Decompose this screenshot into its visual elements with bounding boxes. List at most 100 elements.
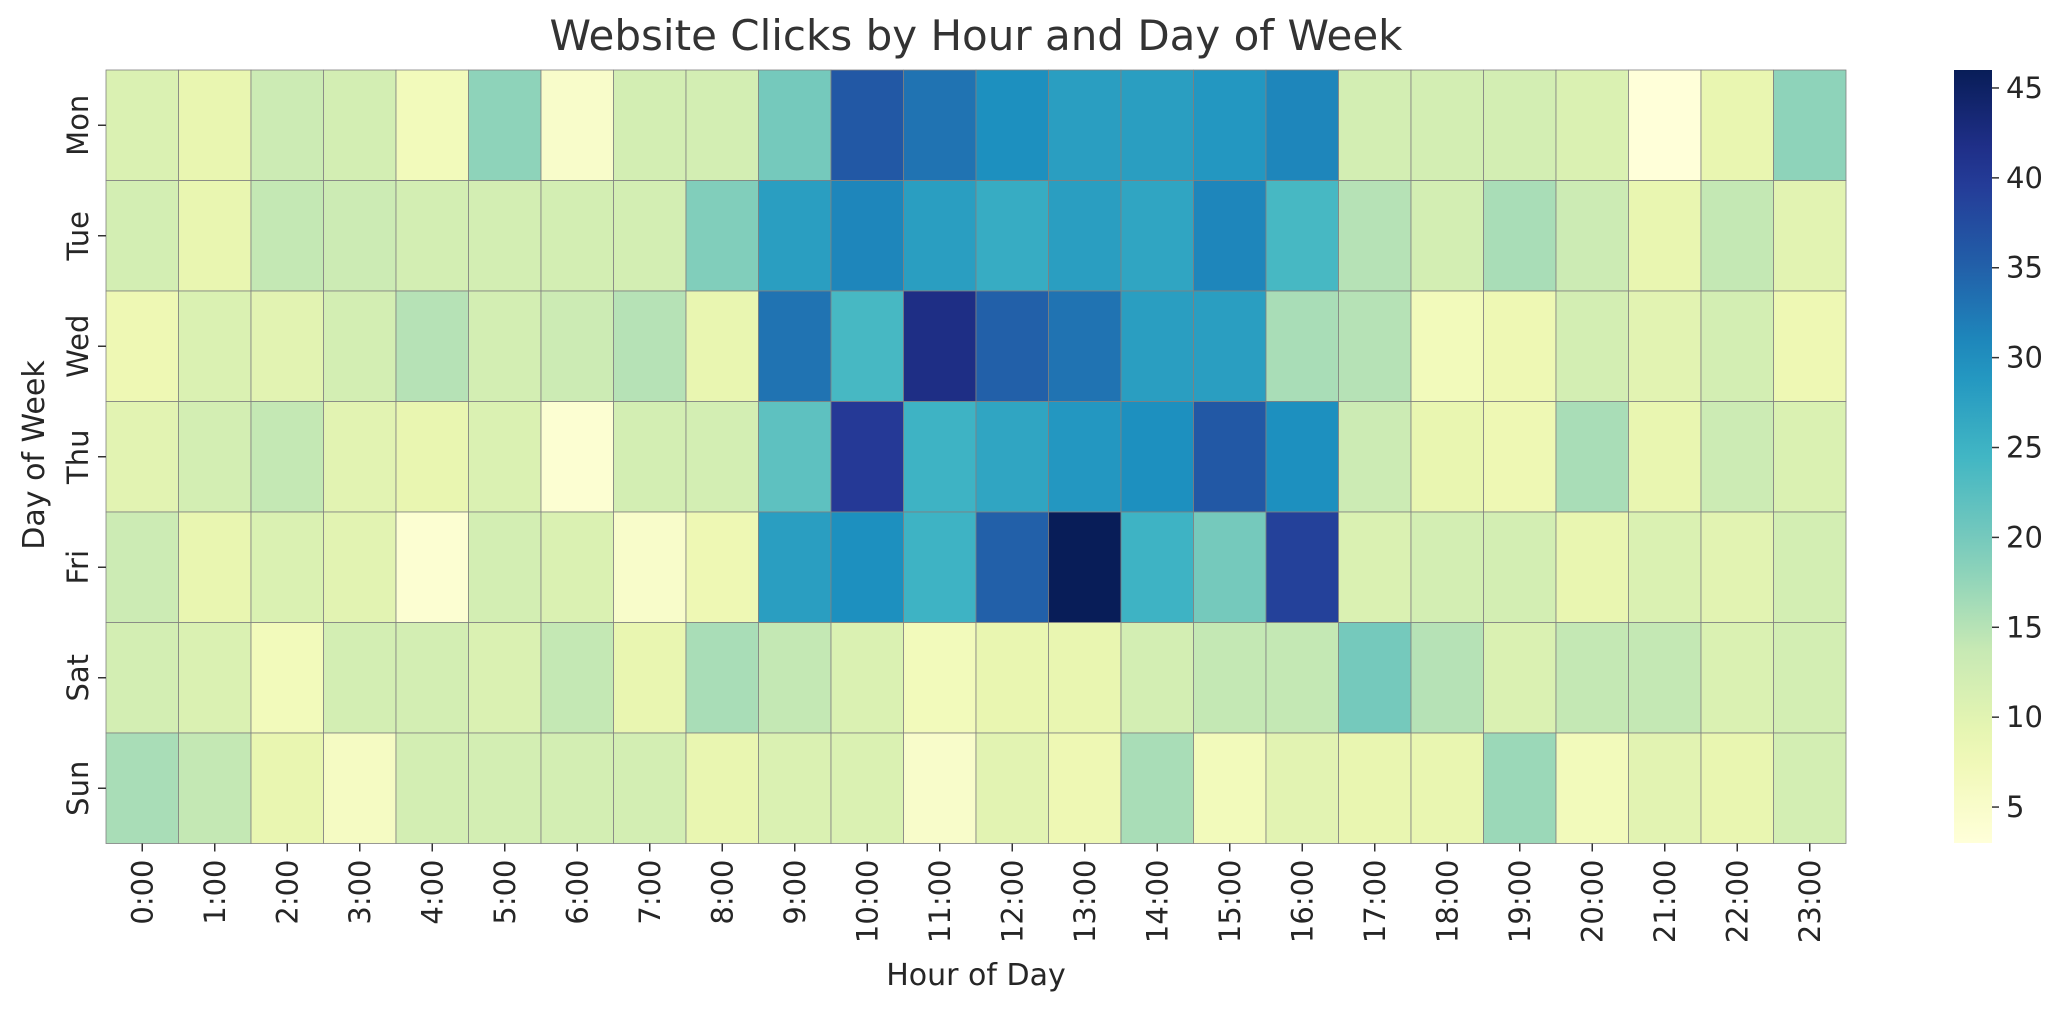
heatmap-cell: [613, 732, 687, 844]
heatmap-cell: [468, 180, 542, 292]
heatmap-cell: [1700, 732, 1774, 844]
colorbar-tick-label: 45: [2006, 71, 2043, 105]
heatmap-cell: [540, 180, 614, 292]
heatmap-cell: [1410, 732, 1484, 844]
heatmap-cell: [1048, 69, 1122, 181]
heatmap-cell: [613, 511, 687, 623]
x-axis-label: Hour of Day: [886, 958, 1066, 993]
heatmap-cell: [1120, 180, 1194, 292]
heatmap-cell: [1410, 511, 1484, 623]
heatmap-cell: [323, 511, 397, 623]
heatmap-cell: [758, 622, 832, 734]
heatmap-cell: [830, 511, 904, 623]
heatmap-cell: [1700, 511, 1774, 623]
heatmap-cell: [1700, 622, 1774, 734]
heatmap-cell: [1193, 69, 1267, 181]
heatmap-cell: [250, 290, 324, 402]
heatmap-cell: [250, 622, 324, 734]
heatmap-cell: [1193, 511, 1267, 623]
y-tick-label: Thu: [61, 430, 95, 485]
heatmap-cell: [468, 401, 542, 513]
heatmap-cell: [685, 511, 759, 623]
x-tick-label: 21:00: [1648, 860, 1682, 944]
y-tick-label: Tue: [61, 211, 95, 262]
heatmap-cell: [540, 401, 614, 513]
heatmap-cell: [1265, 290, 1339, 402]
heatmap-cell: [1773, 180, 1847, 292]
x-tick-label: 12:00: [995, 860, 1029, 944]
heatmap-cell: [1048, 401, 1122, 513]
colorbar-tick-label: 30: [2006, 341, 2043, 375]
heatmap-cell: [250, 732, 324, 844]
heatmap-cell: [1628, 511, 1702, 623]
heatmap-cell: [685, 732, 759, 844]
heatmap-cell: [1773, 511, 1847, 623]
heatmap-cell: [1410, 401, 1484, 513]
heatmap-cell: [1265, 732, 1339, 844]
x-tick-label: 5:00: [488, 860, 522, 925]
heatmap-cell: [468, 511, 542, 623]
heatmap-cell: [903, 69, 977, 181]
heatmap-cell: [1555, 290, 1629, 402]
heatmap-cell: [1410, 622, 1484, 734]
heatmap-cell: [1410, 180, 1484, 292]
heatmap-cell: [975, 180, 1049, 292]
heatmap-cell: [1265, 511, 1339, 623]
colorbar-tick-label: 35: [2006, 251, 2043, 285]
heatmap-cell: [1338, 622, 1412, 734]
heatmap-cell: [1700, 180, 1774, 292]
heatmap-cell: [1048, 622, 1122, 734]
heatmap-cell: [1193, 622, 1267, 734]
chart-title: Website Clicks by Hour and Day of Week: [549, 11, 1403, 60]
x-tick-label: 0:00: [125, 860, 159, 925]
heatmap-cell: [685, 69, 759, 181]
heatmap-cell: [1483, 622, 1557, 734]
colorbar-tick-label: 15: [2006, 610, 2043, 644]
heatmap-cell: [540, 511, 614, 623]
heatmap-cell: [758, 511, 832, 623]
heatmap-cell: [323, 69, 397, 181]
heatmap-cell: [178, 511, 252, 623]
heatmap-cell: [1048, 732, 1122, 844]
heatmap-cell: [685, 180, 759, 292]
heatmap-cell: [178, 180, 252, 292]
heatmap-cell: [540, 290, 614, 402]
heatmap-cell: [1265, 180, 1339, 292]
heatmap-cell: [250, 69, 324, 181]
x-tick-label: 9:00: [778, 860, 812, 925]
heatmap-cell: [178, 290, 252, 402]
heatmap-cell: [395, 732, 469, 844]
heatmap-cell: [1700, 69, 1774, 181]
heatmap-cell: [758, 401, 832, 513]
heatmap-cell: [323, 180, 397, 292]
heatmap-cell: [468, 622, 542, 734]
heatmap-cell: [1410, 69, 1484, 181]
heatmap-cell: [540, 69, 614, 181]
heatmap-cell: [1265, 622, 1339, 734]
colorbar-tick-label: 10: [2006, 700, 2043, 734]
heatmap-cell: [1555, 180, 1629, 292]
heatmap-cell: [1628, 622, 1702, 734]
colorbar-gradient: [1954, 70, 1992, 843]
heatmap-cell: [395, 290, 469, 402]
heatmap-cell: [1483, 511, 1557, 623]
heatmap-cell: [323, 732, 397, 844]
heatmap-cell: [1193, 401, 1267, 513]
heatmap-cell: [1048, 290, 1122, 402]
x-tick-label: 1:00: [198, 860, 232, 925]
heatmap-cell: [395, 401, 469, 513]
heatmap-cell: [395, 180, 469, 292]
heatmap-cell: [903, 622, 977, 734]
heatmap-cell: [613, 69, 687, 181]
heatmap-cell: [1483, 180, 1557, 292]
heatmap-cell: [250, 511, 324, 623]
heatmap-cell: [1338, 180, 1412, 292]
heatmap-cell: [1338, 401, 1412, 513]
colorbar-tick-label: 20: [2006, 520, 2043, 554]
heatmap-cell: [830, 290, 904, 402]
heatmap-cell: [1555, 401, 1629, 513]
x-tick-label: 4:00: [415, 860, 449, 925]
heatmap-cell: [758, 180, 832, 292]
heatmap-cell: [105, 69, 179, 181]
